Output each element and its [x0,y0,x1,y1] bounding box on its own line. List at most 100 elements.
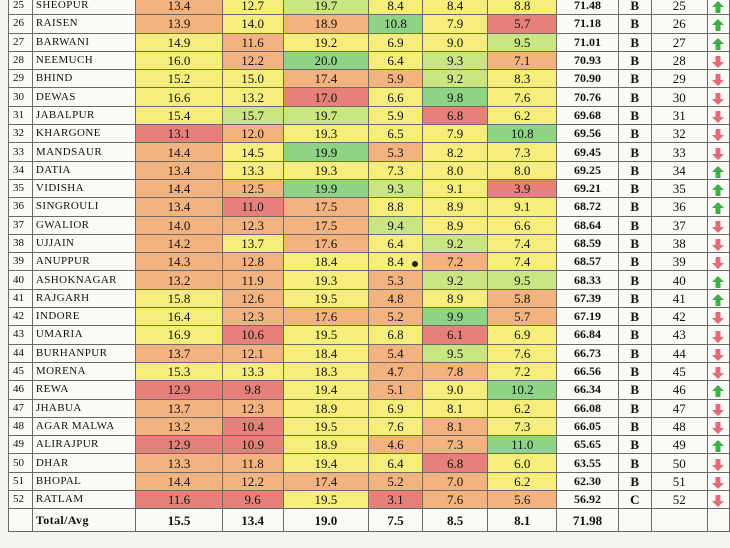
rank: 37 [650,215,708,235]
indicator-score-4: 9.4 [368,215,423,235]
indicator-score-5: 9.0 [421,32,489,52]
grade: B [617,142,652,162]
serial-number: 30 [8,87,33,107]
indicator-score-3: 18.4 [282,343,370,363]
indicator-score-1: 14.4 [135,471,223,492]
indicator-score-3: 19.7 [282,105,370,126]
grade: B [617,14,652,34]
total-avg-5: 8.5 [421,508,489,533]
indicator-score-1: 13.1 [135,124,223,144]
trend-arrow-down [706,124,730,144]
serial-number: 52 [8,490,33,510]
arrow-up-icon [711,163,725,178]
arrow-down-icon [711,419,725,434]
total-score: 67.19 [556,307,619,327]
total-empty-grade [617,508,652,533]
trend-arrow-down [706,416,730,437]
total-score: 68.57 [556,252,619,272]
total-score: 66.73 [556,343,619,363]
rank: 43 [650,325,708,345]
indicator-score-6: 5.7 [487,307,558,327]
indicator-score-4: 5.1 [368,380,423,400]
serial-number: 45 [8,361,33,382]
rank: 27 [650,32,708,52]
table-row: 26 RAISEN 13.9 14.0 18.9 10.8 7.9 5.7 71.18 B 26 [8,14,730,34]
indicator-score-2: 12.1 [221,343,284,363]
indicator-score-3: 20.0 [282,50,370,71]
arrow-up-icon [711,199,725,215]
indicator-score-4: 5.4 [368,343,423,363]
serial-number: 32 [8,124,33,144]
indicator-score-4: 6.4 [368,233,423,254]
grade: B [617,105,652,126]
district-name: RATLAM [31,490,137,510]
indicator-score-4: 6.6 [368,87,423,107]
district-name: INDORE [31,307,137,327]
indicator-score-6: 9.1 [487,197,558,217]
indicator-score-2: 12.0 [221,124,284,144]
indicator-score-1: 16.4 [135,307,223,327]
serial-number: 51 [8,471,33,492]
indicator-score-6: 7.4 [487,233,558,254]
trend-arrow-up [706,270,730,290]
grade: B [617,398,652,418]
table-row: 42 INDORE 16.4 12.3 17.6 5.2 9.9 5.7 67.19 B 42 [8,307,730,327]
indicator-score-6: 5.7 [487,14,558,34]
total-score: 56.92 [556,490,619,510]
indicator-score-4: 6.4 [368,453,423,473]
district-name: DHAR [31,453,137,473]
grade: B [617,343,652,363]
indicator-score-1: 13.7 [135,398,223,418]
district-score-table: 25 SHEOPUR 13.4 12.7 19.7 8.4 8.4 8.8 71.48 B 25 26… [8,0,730,533]
indicator-score-6: 5.8 [487,288,558,309]
indicator-score-2: 13.7 [221,233,284,254]
district-name: BURHANPUR [31,343,137,363]
grade: B [617,252,652,272]
arrow-up-icon [711,382,725,398]
grade: B [617,215,652,235]
indicator-score-5: 8.1 [421,416,489,437]
indicator-score-4: 5.3 [368,270,423,290]
indicator-score-5: 9.2 [421,69,489,89]
serial-number: 33 [8,142,33,162]
indicator-score-4: 8.8 [368,197,423,217]
indicator-score-1: 16.9 [135,325,223,345]
indicator-score-6: 9.5 [487,32,558,52]
indicator-score-1: 14.4 [135,178,223,199]
trend-arrow-up [706,160,730,180]
indicator-score-2: 12.3 [221,215,284,235]
indicator-score-2: 13.3 [221,361,284,382]
district-name: BHOPAL [31,471,137,492]
total-score: 69.21 [556,178,619,199]
total-score: 71.48 [556,0,619,16]
indicator-score-5: 6.1 [421,325,489,345]
indicator-score-1: 13.4 [135,197,223,217]
indicator-score-2: 12.5 [221,178,284,199]
indicator-score-5: 7.8 [421,361,489,382]
table-row: 51 BHOPAL 14.4 12.2 17.4 5.2 7.0 6.2 62.30 B 51 [8,471,730,492]
trend-arrow-down [706,50,730,71]
arrow-down-icon [711,364,725,380]
table-row: 40 ASHOKNAGAR 13.2 11.9 19.3 5.3 9.2 9.5 68.33 B 4… [8,270,730,290]
rank: 46 [650,380,708,400]
indicator-score-1: 13.2 [135,416,223,437]
indicator-score-3: 19.4 [282,380,370,400]
rank: 50 [650,453,708,473]
total-avg-4: 7.5 [368,508,423,533]
indicator-score-4: 8.4 [368,252,423,272]
indicator-score-3: 17.5 [282,197,370,217]
serial-number: 46 [8,380,33,400]
total-score: 69.45 [556,142,619,162]
indicator-score-4: 5.9 [368,69,423,89]
indicator-score-5: 8.1 [421,398,489,418]
serial-number: 48 [8,416,33,437]
grade: B [617,0,652,16]
district-name: KHARGONE [31,124,137,144]
indicator-score-3: 17.0 [282,87,370,107]
table-row: 30 DEWAS 16.6 13.2 17.0 6.6 9.8 7.6 70.76 B 30 [8,87,730,107]
indicator-score-6: 7.3 [487,416,558,437]
arrow-down-icon [711,401,725,416]
grade: B [617,361,652,382]
indicator-score-6: 7.6 [487,87,558,107]
indicator-score-4: 6.9 [368,398,423,418]
